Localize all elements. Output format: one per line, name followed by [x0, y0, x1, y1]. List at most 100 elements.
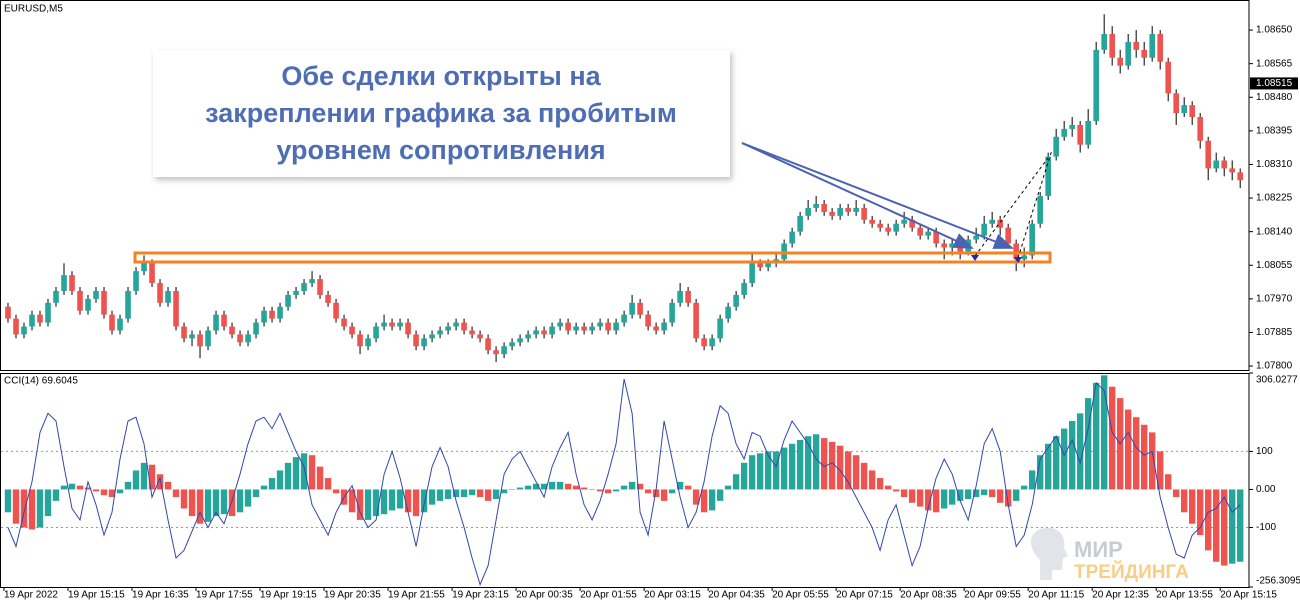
- cci-bar: [316, 466, 324, 490]
- cci-bar: [196, 489, 204, 524]
- candle-body: [1053, 136, 1059, 157]
- candle-body: [1045, 156, 1051, 197]
- cci-bar: [580, 487, 588, 490]
- cci-bar: [388, 489, 396, 511]
- cci-bar: [836, 445, 844, 490]
- cci-title: CCI(14) 69.6045: [4, 376, 78, 387]
- cci-bar: [932, 489, 940, 513]
- candle-body: [917, 227, 923, 236]
- cci-bar: [900, 489, 908, 498]
- cci-bar: [628, 481, 636, 490]
- cci-bar: [36, 489, 44, 528]
- cci-bar: [1044, 443, 1052, 490]
- candle-body: [181, 326, 187, 339]
- cci-bar: [612, 489, 620, 492]
- candle-body: [685, 290, 691, 303]
- candle-body: [805, 207, 811, 216]
- candle-body: [405, 322, 411, 335]
- cci-bar: [636, 483, 644, 490]
- cci-bar: [156, 474, 164, 490]
- cci-bar: [484, 489, 492, 501]
- cci-bar: [1180, 489, 1188, 513]
- candle-body: [1213, 160, 1219, 169]
- candle-body: [1189, 105, 1195, 118]
- cci-bar: [1100, 375, 1108, 490]
- candle-body: [1061, 128, 1067, 137]
- candle-body: [909, 219, 915, 228]
- candle-body: [5, 306, 11, 319]
- cci-bar: [908, 489, 916, 503]
- cci-bar: [684, 485, 692, 490]
- cci-bar: [868, 470, 876, 490]
- cci-bar: [860, 462, 868, 490]
- candle-body: [1229, 168, 1235, 173]
- cci-bar: [412, 489, 420, 517]
- candle-body: [1021, 255, 1027, 260]
- candle-body: [941, 243, 947, 248]
- cci-bar: [1164, 474, 1172, 490]
- cci-bar: [380, 489, 388, 515]
- candle-body: [509, 342, 515, 347]
- candle-body: [837, 207, 843, 216]
- candle-body: [813, 203, 819, 208]
- candle-body: [541, 330, 547, 335]
- cci-bar: [796, 439, 804, 490]
- cci-bar: [1204, 489, 1212, 551]
- cci-bar: [356, 489, 364, 520]
- cci-bar: [20, 489, 28, 528]
- cci-bar: [844, 451, 852, 490]
- cci-bar: [220, 489, 228, 515]
- candle-body: [1101, 34, 1107, 50]
- cci-bar: [332, 489, 340, 494]
- cci-bar: [1236, 489, 1244, 562]
- x-tick-label: 20 Apr 12:35: [1092, 590, 1149, 600]
- candle-body: [709, 338, 715, 347]
- cci-bar: [180, 489, 188, 509]
- cci-bar: [588, 489, 596, 490]
- candle-body: [421, 338, 427, 347]
- candle-body: [157, 283, 163, 303]
- cci-bar: [780, 447, 788, 490]
- cci-bar: [276, 470, 284, 490]
- x-tick-label: 20 Apr 01:55: [580, 590, 637, 600]
- cci-bar: [4, 489, 12, 513]
- cci-bar: [252, 489, 260, 498]
- y-tick-label: 1.07800: [1256, 361, 1293, 372]
- cci-bar: [1172, 489, 1180, 498]
- arrow: [741, 142, 974, 249]
- cci-bar: [788, 443, 796, 490]
- candle-body: [677, 290, 683, 303]
- y-tick-label: 1.07885: [1256, 327, 1293, 338]
- cci-bar: [236, 489, 244, 513]
- candle-body: [349, 326, 355, 335]
- cci-bar: [428, 489, 436, 505]
- cci-bar: [812, 434, 820, 490]
- candle-body: [533, 330, 539, 335]
- y-tick-label: -100: [1256, 522, 1276, 533]
- cci-bar: [308, 455, 316, 490]
- candle-body: [117, 318, 123, 331]
- candle-body: [957, 243, 963, 252]
- x-tick-label: 19 Apr 16:35: [132, 590, 189, 600]
- y-tick-label: -256.3095: [1256, 576, 1300, 587]
- cci-bar: [716, 489, 724, 501]
- candle-body: [757, 263, 763, 268]
- cci-bar: [460, 489, 468, 498]
- cci-bar: [108, 489, 116, 498]
- cci-bar: [116, 489, 124, 494]
- candle-body: [693, 302, 699, 339]
- y-tick-label: 1.08055: [1256, 260, 1293, 271]
- cci-bar: [100, 489, 108, 496]
- cci-bar: [764, 451, 772, 490]
- candle-body: [749, 263, 755, 284]
- cci-bar: [204, 489, 212, 522]
- x-tick-label: 20 Apr 05:55: [772, 590, 829, 600]
- candle-body: [501, 346, 507, 355]
- candle-body: [949, 243, 955, 248]
- candle-body: [1141, 49, 1147, 58]
- candle-body: [485, 338, 491, 351]
- callout-text: закреплении графика за пробитым: [205, 98, 677, 128]
- cci-bar: [1052, 436, 1060, 490]
- x-tick-label: 20 Apr 15:15: [1220, 590, 1277, 600]
